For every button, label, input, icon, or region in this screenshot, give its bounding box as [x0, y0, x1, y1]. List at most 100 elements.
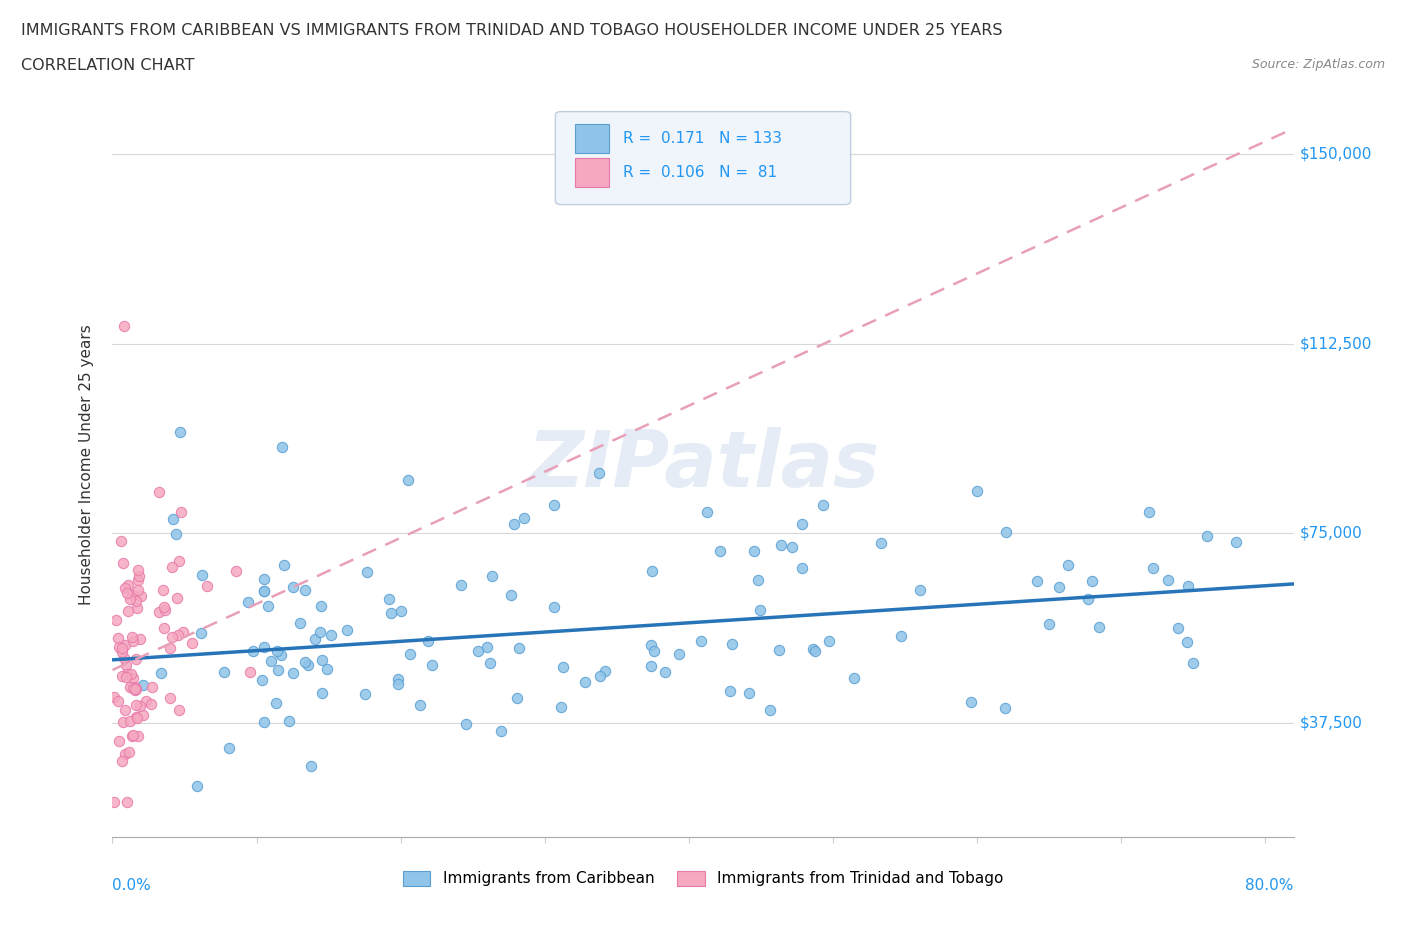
Point [127, 572, 149, 587]
Point [111, 669, 134, 684]
Point [127, 563, 149, 578]
Point [141, 697, 163, 711]
Point [501, 588, 523, 603]
Point [299, 759, 322, 774]
FancyBboxPatch shape [575, 125, 609, 153]
Point [782, 539, 804, 554]
Point [127, 729, 149, 744]
Point [994, 525, 1017, 539]
Point [311, 653, 333, 668]
Point [910, 582, 932, 597]
Point [117, 667, 139, 682]
Point [111, 645, 134, 660]
Point [190, 626, 212, 641]
Point [169, 425, 191, 440]
Point [1057, 557, 1080, 572]
Point [120, 667, 142, 682]
Point [152, 582, 174, 597]
Point [418, 633, 440, 648]
Point [253, 714, 276, 729]
Point [153, 620, 176, 635]
Point [165, 526, 187, 541]
Point [125, 710, 148, 724]
Point [749, 603, 772, 618]
Point [257, 599, 280, 614]
Legend: Immigrants from Caribbean, Immigrants from Trinidad and Tobago: Immigrants from Caribbean, Immigrants fr… [396, 864, 1010, 893]
Point [191, 567, 214, 582]
Point [253, 571, 276, 586]
Point [125, 652, 148, 667]
Point [508, 641, 530, 656]
Point [112, 650, 135, 665]
Point [1225, 534, 1247, 549]
Point [811, 498, 834, 512]
Text: 0.0%: 0.0% [112, 878, 152, 893]
Point [790, 517, 813, 532]
Point [252, 640, 274, 655]
Point [467, 644, 489, 658]
Point [398, 646, 420, 661]
Point [121, 729, 143, 744]
Text: R =  0.171   N = 133: R = 0.171 N = 133 [623, 131, 782, 146]
Point [959, 695, 981, 710]
FancyBboxPatch shape [555, 112, 851, 205]
Point [267, 662, 290, 677]
Point [589, 669, 612, 684]
Point [709, 544, 731, 559]
Point [114, 703, 136, 718]
Point [162, 512, 184, 526]
Point [120, 679, 142, 694]
Point [593, 663, 616, 678]
Point [456, 716, 478, 731]
Point [124, 698, 146, 712]
Point [869, 536, 891, 551]
Point [120, 591, 142, 606]
Point [121, 634, 143, 649]
Text: IMMIGRANTS FROM CARIBBEAN VS IMMIGRANTS FROM TRINIDAD AND TOBAGO HOUSEHOLDER INC: IMMIGRANTS FROM CARIBBEAN VS IMMIGRANTS … [21, 23, 1002, 38]
Point [129, 698, 152, 713]
Text: Source: ZipAtlas.com: Source: ZipAtlas.com [1251, 58, 1385, 71]
Point [270, 648, 292, 663]
Point [1177, 635, 1199, 650]
Point [121, 671, 143, 685]
Point [294, 582, 316, 597]
Point [108, 640, 131, 655]
Text: $112,500: $112,500 [1299, 336, 1372, 351]
Point [150, 665, 173, 680]
Point [380, 605, 402, 620]
Point [166, 591, 188, 605]
Point [304, 631, 326, 646]
Point [842, 671, 865, 685]
Point [966, 484, 988, 498]
Point [696, 504, 718, 519]
Point [308, 625, 330, 640]
Text: CORRELATION CHART: CORRELATION CHART [21, 58, 194, 73]
Point [506, 691, 529, 706]
Point [148, 485, 170, 499]
Point [264, 696, 287, 711]
Point [481, 569, 503, 584]
Point [160, 629, 183, 644]
Point [803, 644, 825, 658]
Point [316, 662, 339, 677]
Point [742, 543, 765, 558]
Point [281, 665, 304, 680]
Point [640, 638, 662, 653]
Point [396, 473, 419, 488]
Point [124, 593, 146, 608]
Point [336, 622, 359, 637]
Point [117, 604, 139, 618]
Point [354, 686, 377, 701]
Text: R =  0.106   N =  81: R = 0.106 N = 81 [623, 166, 776, 180]
Point [135, 693, 157, 708]
Point [108, 734, 131, 749]
Point [141, 679, 163, 694]
Point [159, 691, 181, 706]
Point [738, 685, 761, 700]
Point [689, 633, 711, 648]
Point [668, 646, 690, 661]
Point [242, 644, 264, 658]
Point [768, 643, 790, 658]
Point [747, 572, 769, 587]
Point [281, 580, 304, 595]
